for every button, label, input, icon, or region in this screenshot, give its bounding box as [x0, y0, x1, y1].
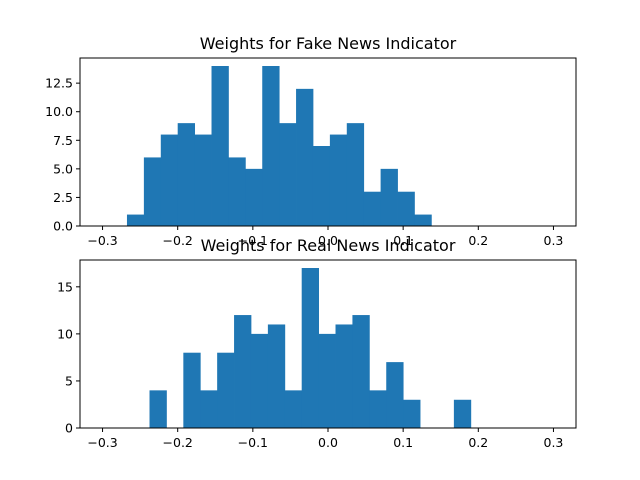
histogram-bar-11	[312, 146, 331, 226]
x-axis-ticks: −0.3 −0.2 −0.1 0.0 0.1 0.2 0.3	[87, 428, 563, 450]
y-tick-label: 0.0	[53, 219, 73, 234]
y-tick-label: 12.5	[45, 76, 73, 91]
histogram-bar-5	[211, 66, 229, 226]
histogram-bar-8	[262, 66, 280, 226]
fake-news-histogram: Weights for Fake News Indicator −0.3 −0.2…	[45, 34, 577, 248]
histogram-bar-7	[267, 324, 286, 428]
y-tick-label: 15	[57, 279, 73, 294]
chart-title: Weights for Fake News Indicator	[200, 34, 457, 53]
x-tick-label: −0.3	[87, 435, 117, 450]
histogram-bar-14	[386, 362, 404, 428]
x-tick-label: 0.0	[318, 233, 338, 248]
histogram-bar-15	[403, 399, 421, 428]
y-tick-label: 5.0	[53, 161, 73, 176]
x-tick-label: −0.2	[163, 233, 193, 248]
y-tick-label: 7.5	[53, 133, 73, 148]
histogram-bar-6	[250, 333, 269, 428]
histogram-bar-4	[194, 134, 212, 226]
histogram-bar-14	[363, 191, 382, 226]
x-tick-label: −0.1	[238, 435, 268, 450]
histogram-bar-16	[397, 191, 415, 226]
x-tick-label: −0.2	[163, 435, 193, 450]
histogram-bar-5	[234, 315, 252, 428]
x-tick-label: 0.2	[468, 233, 488, 248]
histogram-bar-6	[228, 157, 246, 226]
chart-title: Weights for Real News Indicator	[201, 236, 456, 255]
histogram-bar-13	[346, 123, 365, 226]
histogram-bar-12	[352, 315, 370, 428]
x-tick-label: 0.3	[544, 233, 564, 248]
bars	[126, 66, 432, 226]
x-tick-label: 0.0	[318, 435, 338, 450]
histogram-bar-4	[217, 352, 235, 428]
x-tick-label: −0.1	[238, 233, 268, 248]
x-tick-label: 0.3	[544, 435, 564, 450]
histogram-bar-11	[335, 324, 353, 428]
x-tick-label: −0.3	[87, 233, 117, 248]
x-tick-label: 0.2	[468, 435, 488, 450]
histogram-bar-1	[143, 157, 162, 226]
histogram-bar-8	[284, 390, 303, 428]
histogram-bar-0	[149, 390, 167, 428]
x-axis-ticks: −0.3 −0.2 −0.1 0.0 0.1 0.2 0.3	[87, 226, 563, 248]
y-tick-label: 10.0	[45, 104, 73, 119]
histogram-bar-2	[183, 352, 201, 428]
y-axis-ticks: 0 5 10 15	[57, 279, 80, 436]
y-tick-label: 5	[65, 373, 73, 388]
histogram-bar-13	[369, 390, 387, 428]
histogram-bar-17	[414, 214, 432, 226]
histogram-bar-3	[200, 390, 218, 428]
histogram-bar-12	[329, 134, 348, 226]
histogram-bar-18	[453, 399, 472, 428]
histogram-bar-15	[380, 168, 398, 226]
histogram-bar-3	[177, 123, 196, 226]
x-tick-label: 0.1	[393, 435, 413, 450]
x-tick-label: 0.1	[393, 233, 413, 248]
histogram-bar-9	[279, 123, 297, 226]
y-tick-label: 10	[57, 326, 73, 341]
histogram-bar-10	[296, 88, 314, 226]
real-news-histogram: Weights for Real News Indicator −0.3 −0.2…	[57, 236, 577, 450]
y-tick-label: 2.5	[53, 190, 73, 205]
histogram-bar-9	[301, 268, 320, 428]
histogram-bar-0	[126, 214, 145, 226]
histogram-bar-7	[245, 168, 263, 226]
bars	[149, 268, 472, 428]
histogram-bar-10	[318, 333, 336, 428]
y-axis-ticks: 0.0 2.5 5.0 7.5 10.0 12.5	[45, 76, 80, 234]
y-tick-label: 0	[65, 421, 73, 436]
histogram-bar-2	[160, 134, 179, 226]
